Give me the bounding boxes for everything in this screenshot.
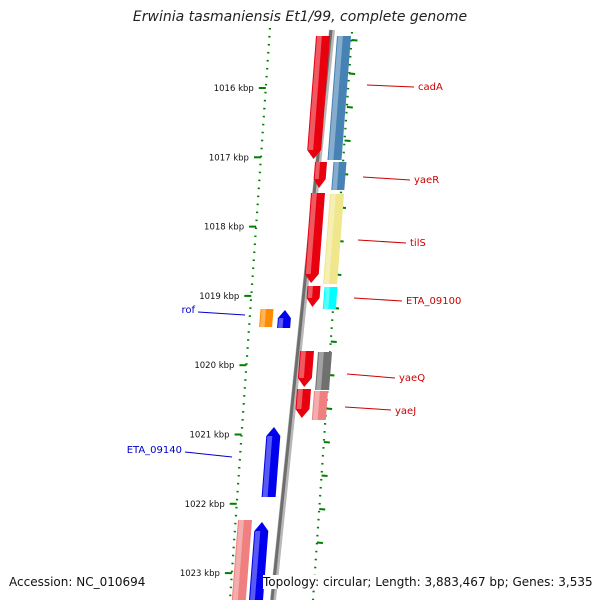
gene-yaeQ-gray[interactable]: [315, 352, 332, 390]
callout-line-ETA_09100: [353, 297, 403, 302]
gene-label-cadA[interactable]: cadA: [418, 82, 443, 93]
gene-tilS-forward-body[interactable]: [304, 193, 325, 283]
callout-line-rof: [197, 311, 246, 316]
accession-label: Accession: NC_010694: [9, 575, 146, 589]
gene-yaeQ-gray-body[interactable]: [315, 352, 332, 390]
gene-rof-blue[interactable]: [277, 310, 291, 328]
gene-ETA_09140-blue-highlight: [262, 436, 273, 497]
gene-cadA-steel-body[interactable]: [327, 36, 352, 160]
right-tick-mark: [330, 340, 337, 343]
scale-tick-label: 1019 kbp: [199, 292, 239, 302]
gene-yaeQ-forward-body[interactable]: [297, 351, 314, 387]
gene-bottom-blue-highlight: [250, 531, 261, 600]
gene-yaeR-steel-highlight: [332, 162, 339, 190]
gene-yaeR-forward-body[interactable]: [313, 162, 327, 188]
gene-tilS-khaki-body[interactable]: [323, 194, 344, 284]
gene-cadA-forward-highlight: [308, 36, 322, 150]
callout-line-ETA_09140: [184, 451, 233, 458]
callout-line-cadA: [366, 84, 415, 88]
gene-features: [231, 36, 352, 600]
gene-label-yaeQ[interactable]: yaeQ: [399, 373, 425, 384]
gene-ETA_09100-forward-highlight: [307, 286, 313, 298]
gene-cadA-steel-highlight: [328, 36, 343, 160]
scale-tick-label: 1023 kbp: [180, 569, 220, 579]
gene-bottom-pink-highlight: [232, 520, 244, 600]
gene-yaeJ-pink-highlight: [312, 391, 320, 420]
gene-tilS-forward[interactable]: [304, 193, 325, 283]
left-scale-ticks: 1016 kbp 1017 kbp 1018 kbp 1019 kbp 1020 kbp…: [180, 84, 266, 579]
gene-callouts: cadA yaeR tilS ETA_09100 yaeQ yaeJ rof ETA_0914…: [127, 82, 461, 458]
gene-yaeJ-forward[interactable]: [295, 389, 312, 418]
gene-tilS-khaki-highlight: [324, 194, 336, 284]
callout-line-yaeR: [362, 176, 411, 181]
gene-rof-orange-body[interactable]: [259, 309, 274, 327]
gene-yaeJ-forward-body[interactable]: [295, 389, 312, 418]
gene-ETA_09100-cyan-body[interactable]: [322, 287, 338, 309]
gene-cadA-forward-body[interactable]: [307, 36, 330, 159]
scale-tick-label: 1022 kbp: [185, 500, 225, 510]
gene-yaeJ-forward-highlight: [296, 389, 303, 409]
right-tick-mark: [351, 39, 358, 42]
callout-line-yaeQ: [346, 373, 396, 379]
right-tick-mark: [319, 508, 326, 511]
gene-label-tilS[interactable]: tilS: [410, 238, 426, 249]
gene-cadA-forward[interactable]: [307, 36, 330, 159]
gene-label-yaeR[interactable]: yaeR: [414, 175, 439, 186]
gene-yaeQ-gray-highlight: [316, 352, 324, 390]
gene-bottom-pink-body[interactable]: [231, 520, 252, 600]
scale-tick-label: 1017 kbp: [209, 153, 249, 163]
scale-tick-label: 1020 kbp: [194, 361, 234, 371]
gene-ETA_09100-cyan-highlight: [323, 287, 330, 309]
right-tick-mark: [326, 407, 333, 410]
right-tick-mark: [349, 72, 356, 75]
gene-ETA_09140-blue[interactable]: [261, 427, 281, 497]
right-tick-mark: [321, 474, 328, 477]
gene-rof-blue-highlight: [278, 318, 284, 328]
scale-tick-label: 1016 kbp: [214, 84, 254, 94]
gene-tilS-forward-highlight: [305, 193, 317, 274]
right-tick-mark: [346, 106, 353, 109]
gene-yaeR-steel[interactable]: [331, 162, 347, 190]
gene-yaeR-forward-highlight: [314, 162, 321, 179]
scale-tick-label: 1021 kbp: [190, 431, 230, 441]
gene-tilS-khaki[interactable]: [323, 194, 344, 284]
gene-label-yaeJ[interactable]: yaeJ: [395, 406, 416, 417]
gene-label-ETA_09140[interactable]: ETA_09140: [127, 445, 182, 456]
gene-yaeR-steel-body[interactable]: [331, 162, 347, 190]
gene-rof-orange[interactable]: [259, 309, 274, 327]
scale-tick-label: 1018 kbp: [204, 223, 244, 233]
gene-yaeJ-pink[interactable]: [311, 391, 328, 420]
gene-bottom-pink[interactable]: [231, 520, 252, 600]
gene-ETA_09100-forward[interactable]: [306, 286, 321, 307]
gene-label-ETA_09100[interactable]: ETA_09100: [406, 296, 461, 307]
right-tick-mark: [316, 541, 324, 544]
callout-line-tilS: [357, 239, 407, 244]
gene-yaeJ-pink-body[interactable]: [311, 391, 328, 420]
right-tick-mark: [344, 139, 351, 142]
gene-yaeR-forward[interactable]: [313, 162, 327, 188]
map-title: Erwinia tasmaniensis Et1/99, complete ge…: [132, 9, 468, 25]
gene-yaeQ-forward[interactable]: [297, 351, 314, 387]
callout-line-yaeJ: [344, 406, 392, 411]
right-tick-mark: [323, 441, 330, 444]
gene-rof-blue-body[interactable]: [277, 310, 291, 328]
gene-label-rof[interactable]: rof: [181, 305, 195, 316]
gene-yaeQ-forward-highlight: [298, 351, 306, 378]
gene-ETA_09100-cyan[interactable]: [322, 287, 338, 309]
gene-cadA-steel[interactable]: [327, 36, 352, 160]
gene-ETA_09140-blue-body[interactable]: [261, 427, 281, 497]
gene-rof-orange-highlight: [260, 309, 266, 327]
gene-ETA_09100-forward-body[interactable]: [306, 286, 321, 307]
topology-label: Topology: circular; Length: 3,883,467 bp…: [263, 575, 593, 589]
